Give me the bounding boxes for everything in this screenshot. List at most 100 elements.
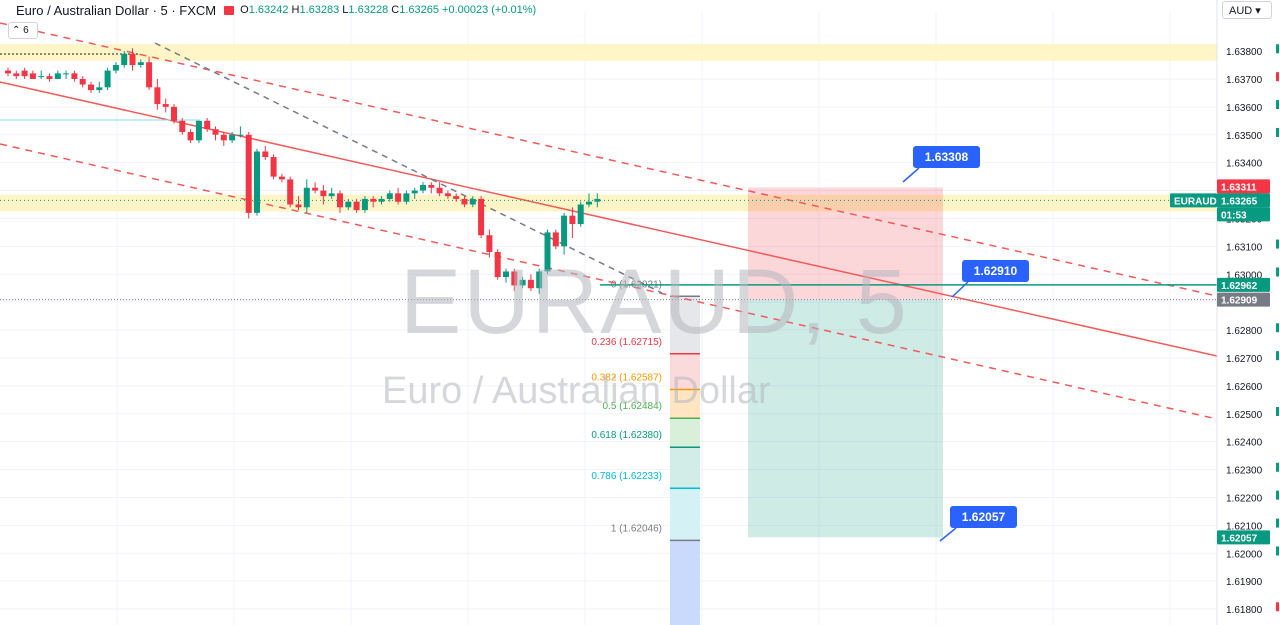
fib-level-label: 1 (1.62046): [611, 523, 662, 534]
candle-body: [146, 62, 153, 88]
candle-body: [403, 193, 410, 202]
candle-body: [71, 73, 78, 79]
fib-level-label: 0.5 (1.62484): [603, 401, 663, 412]
candle-body: [361, 198, 368, 211]
candle-body: [88, 84, 94, 91]
candle-body: [254, 151, 260, 213]
fib-band: [670, 447, 700, 489]
alert-marker: [1276, 602, 1279, 612]
fib-retracement: 0 (1.62921)0.236 (1.62715)0.382 (1.62587…: [591, 279, 700, 625]
candle-body: [262, 151, 269, 158]
candle-body: [503, 271, 509, 278]
price-label-box: [1217, 530, 1270, 545]
price-callouts: 1.63308 1.62910 1.62057: [902, 146, 1029, 542]
candle-body: [79, 78, 86, 85]
callout-pointer: [902, 167, 920, 183]
price-label-box: [1217, 179, 1270, 194]
candle-body: [154, 87, 161, 105]
candle-body: [337, 193, 343, 208]
grid: [0, 12, 1217, 625]
candle-body: [353, 201, 360, 211]
candle-body: [63, 73, 70, 75]
fib-level-label: 0.618 (1.62380): [591, 430, 662, 441]
callout-box: [962, 260, 1029, 282]
candle-body: [594, 198, 601, 202]
price-axis: 1.63800 1.63700 1.63600 1.63500 1.63400 1.633…: [1170, 0, 1280, 625]
alert-marker: [1276, 100, 1279, 110]
price-label-box: [1217, 277, 1270, 292]
candle-body: [129, 53, 136, 66]
candle-body: [295, 204, 302, 208]
candle-body: [204, 120, 211, 130]
indicators-toggle-button[interactable]: ⌃ 6: [8, 22, 38, 39]
candles: [5, 48, 601, 294]
fib-band: [670, 353, 700, 390]
candle-body: [577, 204, 584, 225]
axis-tick-label: 1.61800: [1226, 605, 1263, 616]
trend-lines: [0, 22, 1218, 420]
alert-marker: [1276, 127, 1279, 137]
fib-level-label: 0.786 (1.62233): [591, 471, 662, 482]
candle-body: [162, 104, 169, 107]
candle-body: [544, 232, 551, 272]
alert-marker: [1276, 72, 1279, 82]
candle-body: [38, 76, 45, 78]
callout-text: 1.62910: [974, 264, 1018, 278]
candle-body: [212, 129, 219, 135]
callout-pointer: [939, 527, 957, 542]
price-label-text: 1.63265: [1221, 196, 1258, 207]
candle-body: [229, 134, 236, 141]
currency-label: AUD: [1229, 5, 1253, 17]
axis-tick-label: 1.62400: [1226, 438, 1263, 449]
candle-body: [519, 279, 526, 286]
fib-band: [670, 418, 700, 448]
fib-band: [670, 488, 700, 541]
position-risk-area: [748, 187, 943, 300]
price-label-text: EURAUD: [1174, 196, 1217, 207]
candle-body: [29, 73, 36, 79]
alert-marker: [1276, 546, 1279, 556]
short-position-tool: [748, 187, 943, 538]
fib-level-label: 0.382 (1.62587): [591, 372, 662, 383]
candle-body: [13, 73, 20, 77]
candle-body: [121, 53, 128, 66]
indicators-count: 6: [23, 25, 29, 36]
price-label-text: 1.62909: [1221, 296, 1258, 307]
candle-body: [486, 235, 493, 252]
price-label-text: 1.62057: [1221, 533, 1258, 544]
alert-marker: [1276, 351, 1279, 361]
candle-body: [270, 157, 277, 177]
axis-tick-label: 1.63500: [1226, 131, 1263, 142]
resistance-zone: [0, 44, 1217, 61]
candle-body: [378, 198, 385, 202]
watermark-name: Euro / Australian Dollar: [382, 370, 771, 412]
candle-body: [478, 198, 485, 236]
candle-body: [303, 187, 310, 208]
candle-body: [370, 198, 377, 202]
axis-tick-label: 1.62300: [1226, 466, 1263, 477]
price-label-text: 1.63311: [1221, 182, 1257, 193]
low-value: 1.63228: [348, 4, 389, 16]
callout-box: [950, 506, 1017, 528]
currency-button[interactable]: AUD ▾: [1222, 1, 1272, 19]
axis-tick-label: 1.62600: [1226, 382, 1263, 393]
alert-marker: [1276, 406, 1279, 416]
candle-body: [461, 198, 468, 205]
callout-pointer: [951, 281, 969, 298]
legend-header: Euro / Australian Dollar · 5 · FXCM O1.6…: [0, 0, 536, 20]
candle-body: [137, 62, 144, 66]
alert-marker: [1276, 267, 1279, 277]
fib-band: [670, 296, 700, 354]
open-value: 1.63242: [248, 4, 289, 16]
axis-tick-label: 1.62200: [1226, 493, 1263, 504]
candle-body: [195, 120, 202, 141]
close-value: 1.63265: [399, 4, 439, 16]
callout-text: 1.63308: [925, 150, 969, 164]
axis-tick-label: 1.61900: [1226, 577, 1263, 588]
callout-box: [913, 146, 980, 168]
symbol-title[interactable]: Euro / Australian Dollar · 5 · FXCM: [16, 2, 217, 18]
fib-band-extension: [670, 540, 700, 625]
axis-tick-label: 1.63100: [1226, 242, 1263, 253]
high-value: 1.63283: [299, 4, 340, 16]
